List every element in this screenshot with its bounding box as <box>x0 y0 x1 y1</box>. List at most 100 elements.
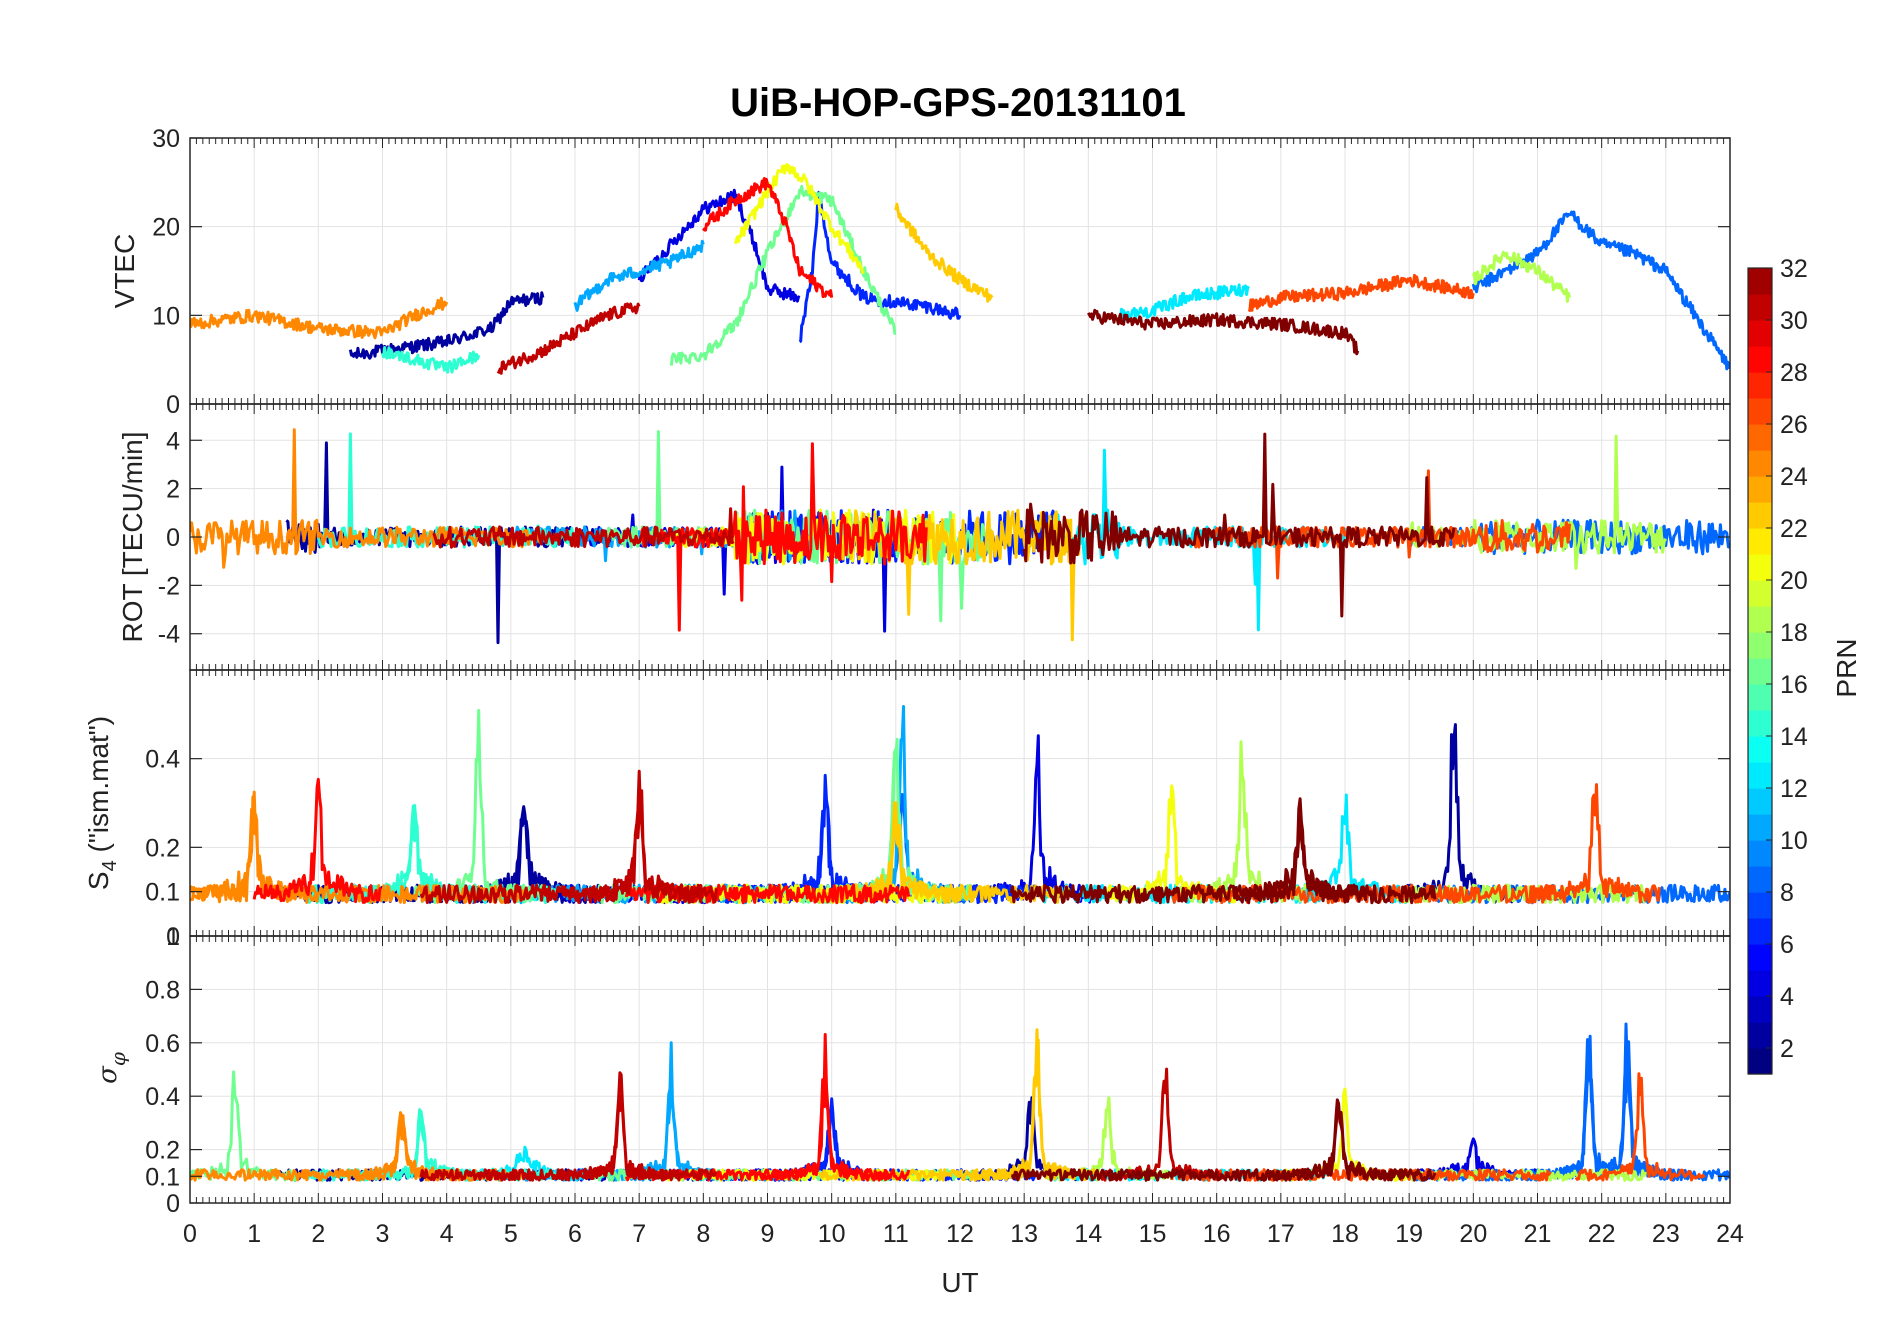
x-tick-label: 21 <box>1524 1220 1552 1248</box>
s4-y-tick-label: 0.4 <box>145 746 180 774</box>
vtec-series-prn-20 <box>733 163 865 274</box>
sigphi-series-prn-32 <box>1011 1098 1437 1182</box>
colorbar-tick-label: 22 <box>1780 515 1808 543</box>
colorbar-tick-label: 12 <box>1780 775 1808 803</box>
rot-series-prn-28 <box>637 442 928 632</box>
colorbar-swatch <box>1748 736 1772 763</box>
sigphi-y-tick-label: 0.8 <box>145 976 180 1004</box>
rot-series-prn-32 <box>1022 432 1456 618</box>
vtec-series-prn-18 <box>1471 250 1572 303</box>
colorbar-swatch <box>1748 996 1772 1023</box>
s4-series-group <box>190 705 1730 905</box>
rot-series-prn-30 <box>432 507 735 549</box>
sigphi-y-tick-label: 0.4 <box>145 1083 180 1111</box>
sigphi-series-group <box>190 1022 1730 1182</box>
sigphi-y-tick-label: 0.1 <box>145 1163 180 1191</box>
x-tick-label: 15 <box>1139 1220 1167 1248</box>
rot-y-tick-label: 4 <box>166 427 180 455</box>
vtec-series-prn-4 <box>637 188 801 303</box>
rot-y-tick-label: 2 <box>166 476 180 504</box>
x-axis-label: UT <box>941 1267 978 1298</box>
x-tick-label: 22 <box>1588 1220 1616 1248</box>
sigphi-y-tick-label: 0.2 <box>145 1137 180 1165</box>
x-tick-label: 11 <box>883 1220 909 1248</box>
colorbar-swatch <box>1748 580 1772 607</box>
colorbar-swatch <box>1748 892 1772 919</box>
colorbar-tick-label: 8 <box>1780 879 1794 907</box>
s4-y-tick-label: 0.1 <box>145 879 180 907</box>
x-tick-label: 7 <box>632 1220 646 1248</box>
vtec-axis-label: VTEC <box>109 234 140 309</box>
x-tick-label: 13 <box>1010 1220 1038 1248</box>
vtec-series-prn-12 <box>1118 283 1250 322</box>
colorbar-swatch <box>1748 762 1772 789</box>
rot-series-prn-26 <box>1183 469 1572 580</box>
vtec-series-prn-8 <box>1471 210 1730 371</box>
vtec-series-prn-10 <box>573 239 705 312</box>
s4-series-prn-32 <box>1009 797 1437 905</box>
colorbar-swatch <box>1748 346 1772 373</box>
rot-y-tick-label: 0 <box>166 524 180 552</box>
colorbar-tick-label: 16 <box>1780 671 1808 699</box>
x-tick-label: 14 <box>1074 1220 1102 1248</box>
vtec-series-prn-22 <box>894 202 994 303</box>
colorbar-swatch <box>1748 424 1772 451</box>
colorbar-swatch <box>1748 866 1772 893</box>
colorbar-swatch <box>1748 658 1772 685</box>
colorbar-label: PRN <box>1831 638 1862 697</box>
vtec-series-prn-28 <box>702 177 834 299</box>
x-tick-label: 19 <box>1395 1220 1423 1248</box>
x-tick-label: 5 <box>504 1220 518 1248</box>
x-tick-label: 24 <box>1716 1220 1744 1248</box>
sigphi-panel: 00.10.20.40.60.81 <box>145 923 1731 1218</box>
x-tick-label: 23 <box>1652 1220 1680 1248</box>
colorbar-tick-label: 14 <box>1780 723 1808 751</box>
vtec-series-group <box>190 163 1730 375</box>
s4-y-tick-label: 0.2 <box>145 834 180 862</box>
rot-axis-label: ROT [TECU/min] <box>117 431 148 642</box>
rot-panel: -4 -2 0 2 4 <box>158 403 1731 671</box>
x-tick-label: 17 <box>1267 1220 1295 1248</box>
x-tick-label: 18 <box>1331 1220 1359 1248</box>
colorbar-swatch <box>1748 450 1772 477</box>
colorbar-swatch <box>1748 294 1772 321</box>
x-tick-label: 4 <box>440 1220 454 1248</box>
colorbar-tick-label: 2 <box>1780 1035 1794 1063</box>
colorbar-tick-label: 30 <box>1780 307 1808 335</box>
colorbar-swatch <box>1748 320 1772 347</box>
colorbar-swatch <box>1748 1048 1772 1075</box>
colorbar-swatch <box>1748 606 1772 633</box>
colorbar-swatch <box>1748 554 1772 581</box>
s4-axis-label: S4 ("ism.mat") <box>83 716 121 890</box>
colorbar-swatch <box>1748 684 1772 711</box>
x-tick-label: 6 <box>568 1220 582 1248</box>
colorbar-tick-label: 4 <box>1780 983 1794 1011</box>
colorbar-swatch <box>1748 814 1772 841</box>
s4-y-tick-label: 0 <box>166 923 180 951</box>
vtec-series-prn-26 <box>1247 273 1475 312</box>
sigphi-series-prn-6 <box>721 1097 1039 1182</box>
colorbar-swatch <box>1748 970 1772 997</box>
x-tick-label: 2 <box>311 1220 325 1248</box>
colorbar-swatch <box>1748 788 1772 815</box>
rot-series-prn-24 <box>190 428 543 569</box>
colorbar-swatch <box>1748 1022 1772 1049</box>
colorbar-tick-label: 26 <box>1780 411 1808 439</box>
sigma-phi-axis-label: σφ <box>93 1052 130 1084</box>
colorbar-frame <box>1747 267 1773 1075</box>
colorbar-swatch <box>1748 632 1772 659</box>
x-tick-label: 9 <box>761 1220 775 1248</box>
colorbar-tick-label: 6 <box>1780 931 1794 959</box>
vtec-series-prn-14 <box>381 346 481 374</box>
colorbar-swatch <box>1748 398 1772 425</box>
s4-panel: 0 0.1 0.2 0.4 <box>145 669 1731 951</box>
colorbar-tick-label: 32 <box>1780 255 1808 283</box>
sigphi-series-prn-8 <box>1395 1022 1730 1182</box>
vtec-series-prn-16 <box>669 184 897 366</box>
colorbar-tick-label: 24 <box>1780 463 1808 491</box>
x-tick-label: 8 <box>696 1220 710 1248</box>
x-tick-label: 10 <box>818 1220 846 1248</box>
x-tick-label: 3 <box>376 1220 390 1248</box>
